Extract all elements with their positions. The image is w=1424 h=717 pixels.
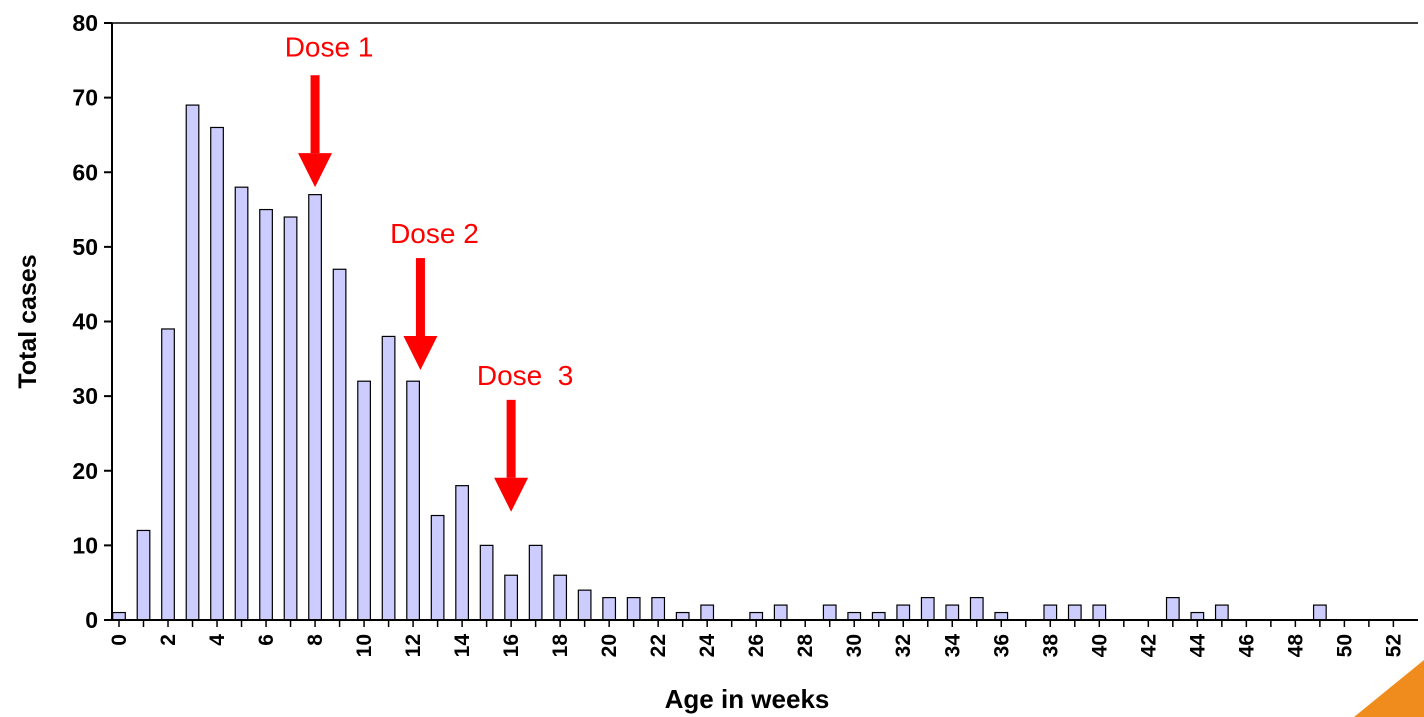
bar-week-26	[749, 611, 764, 621]
dose-annotations: Dose 1 Dose 2 Dose 3	[285, 32, 574, 512]
x-tick-label: 8	[304, 634, 327, 646]
bar-week-4	[210, 126, 224, 621]
y-tick-label: 50	[72, 234, 98, 260]
bar-week-2	[161, 328, 175, 621]
y-tick-label: 30	[72, 383, 98, 409]
x-tick-label: 20	[598, 634, 621, 657]
bar-week-21	[626, 597, 641, 621]
bar-week-36	[994, 611, 1009, 621]
x-axis-title: Age in weeks	[665, 684, 830, 714]
bar-week-7	[283, 216, 298, 621]
bar-week-18	[553, 574, 568, 621]
bar-week-6	[259, 208, 273, 621]
x-tick-label: 4	[206, 634, 229, 646]
x-tick-label: 2	[157, 634, 180, 646]
bar-week-13	[430, 514, 445, 621]
y-axis-title: Total cases	[14, 254, 42, 388]
x-tick-label: 38	[1039, 634, 1062, 658]
dose-arrow-shaft	[415, 258, 425, 337]
x-tick-label: 52	[1382, 634, 1405, 657]
bar-week-34	[945, 604, 960, 621]
bar-week-12	[406, 380, 420, 621]
y-tick-label: 0	[85, 607, 98, 633]
axes-layer	[111, 22, 1418, 621]
bar-week-10	[357, 380, 371, 621]
bar-week-29	[822, 604, 837, 621]
bar-week-44	[1190, 611, 1205, 621]
bar-week-19	[577, 589, 592, 621]
x-tick-label: 6	[255, 634, 278, 646]
y-ticks: 0 10 20 30 40 50 60 70 80	[72, 10, 112, 633]
bar-week-1	[136, 529, 151, 621]
x-tick-label: 36	[990, 634, 1013, 657]
x-ticks: 0 2 4 6 8 10 12 14 16 18 20 22 24 26 28 30 32 34 36 38 40 42 4…	[108, 620, 1405, 657]
bar-week-14	[455, 485, 470, 621]
y-tick-label: 80	[72, 10, 98, 36]
bar-week-27	[773, 604, 788, 621]
bar-week-17	[528, 544, 543, 621]
dose-label-1: Dose 1	[285, 32, 374, 63]
x-tick-label: 50	[1333, 634, 1356, 657]
y-tick-label: 10	[72, 532, 98, 558]
bar-week-9	[332, 268, 347, 621]
bar-week-11	[381, 335, 396, 621]
dose-arrow-down-icon	[494, 477, 529, 512]
x-tick-label: 30	[843, 634, 866, 657]
bar-week-0	[112, 611, 126, 621]
x-tick-label: 22	[647, 634, 670, 657]
y-tick-label: 70	[72, 85, 98, 111]
bar-week-30	[847, 611, 862, 621]
x-tick-label: 40	[1088, 634, 1111, 657]
dose-label-3: Dose 3	[477, 360, 574, 391]
dose-arrow-down-icon	[298, 153, 333, 188]
bar-week-45	[1214, 604, 1229, 621]
bar-week-35	[969, 597, 984, 621]
bar-week-8	[308, 194, 322, 621]
y-tick-label: 60	[72, 159, 98, 185]
bar-week-5	[234, 186, 249, 621]
x-tick-label: 44	[1186, 634, 1209, 658]
bars-layer	[112, 104, 1327, 621]
x-tick-label: 14	[451, 634, 474, 658]
orange-corner-triangle-icon	[1354, 660, 1424, 717]
dose-arrow-down-icon	[403, 336, 438, 371]
x-tick-label: 28	[794, 634, 817, 658]
x-tick-label: 46	[1235, 634, 1258, 657]
dose-arrow-shaft	[506, 399, 516, 478]
bar-week-38	[1043, 604, 1058, 621]
dose-label-2: Dose 2	[390, 218, 479, 249]
bar-week-20	[602, 597, 617, 621]
x-tick-label: 18	[549, 634, 572, 658]
x-tick-label: 34	[941, 634, 964, 658]
bar-week-16	[504, 574, 519, 621]
bar-week-22	[651, 597, 666, 621]
bar-week-49	[1312, 604, 1327, 621]
x-tick-label: 26	[745, 634, 768, 657]
bar-week-40	[1092, 604, 1107, 621]
bar-week-39	[1067, 604, 1082, 621]
bar-week-15	[479, 544, 494, 621]
x-tick-label: 24	[696, 634, 719, 658]
dose-arrow-shaft	[310, 75, 320, 154]
bar-week-23	[675, 611, 690, 621]
bar-week-31	[871, 611, 886, 621]
x-tick-label: 32	[892, 634, 915, 657]
y-tick-label: 40	[72, 309, 98, 335]
x-tick-label: 10	[353, 634, 376, 657]
y-tick-label: 20	[72, 458, 98, 484]
bar-week-24	[700, 604, 715, 621]
bar-week-43	[1165, 597, 1180, 621]
bar-week-3	[185, 104, 200, 621]
x-tick-label: 16	[500, 634, 523, 657]
bar-week-32	[896, 604, 911, 621]
x-tick-label: 48	[1284, 634, 1307, 658]
x-tick-label: 42	[1137, 634, 1160, 657]
x-tick-label: 12	[402, 634, 425, 657]
x-tick-label: 0	[108, 634, 131, 646]
bar-week-33	[920, 597, 935, 621]
